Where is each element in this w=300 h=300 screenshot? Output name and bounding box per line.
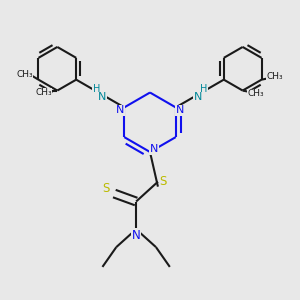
- Text: CH₃: CH₃: [35, 88, 52, 97]
- Text: S: S: [159, 175, 167, 188]
- Text: H: H: [200, 84, 207, 94]
- Text: CH₃: CH₃: [266, 72, 283, 81]
- Text: CH₃: CH₃: [247, 89, 264, 98]
- Text: N: N: [176, 105, 184, 116]
- Text: CH₃: CH₃: [16, 70, 33, 79]
- Text: N: N: [194, 92, 202, 103]
- Text: N: N: [150, 144, 158, 154]
- Text: N: N: [98, 92, 106, 103]
- Text: N: N: [132, 229, 140, 242]
- Text: H: H: [93, 84, 100, 94]
- Text: S: S: [103, 182, 110, 195]
- Text: N: N: [116, 105, 124, 116]
